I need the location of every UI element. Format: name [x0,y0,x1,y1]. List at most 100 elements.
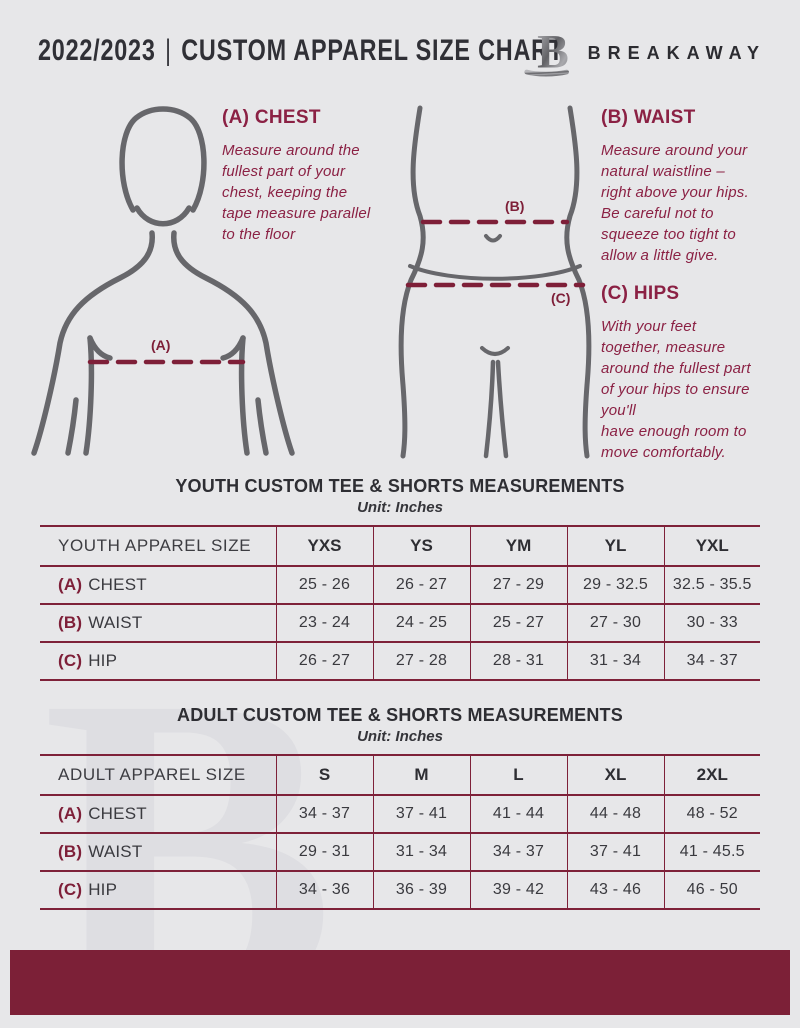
youth-size-section: YOUTH CUSTOM TEE & SHORTS MEASUREMENTS U… [40,476,760,681]
lower-body-silhouette [398,105,592,459]
left-armpit-fork [87,335,113,361]
row-label-text: WAIST [88,613,143,632]
youth-waist-yxs: 23 - 24 [275,604,373,642]
adult-table-unit: Unit: Inches [357,728,443,745]
chest-guide-body: Measure around the fullest part of your … [222,142,371,243]
brand-logo: B BREAKAWAY [521,24,766,82]
hips-guide-block: (C) HIPS With your feet together, measur… [601,283,791,463]
right-inner-leg [495,359,509,459]
adult-waist-m: 31 - 34 [372,833,470,871]
youth-chest-ym: 27 - 29 [469,566,567,604]
right-inner-arm [255,397,269,456]
adult-hip-row: (C) HIP 34 - 36 36 - 39 39 - 42 43 - 46 4… [40,871,760,909]
adult-hip-m: 36 - 39 [372,871,470,909]
row-label-text: WAIST [88,842,143,861]
row-key: (C) [58,880,83,899]
breakaway-b-logo-icon: B [523,26,569,78]
youth-chest-ys: 26 - 27 [372,566,470,604]
adult-chest-m: 37 - 41 [372,795,470,833]
adult-chest-label: (A) CHEST [40,795,276,833]
hips-guide-body: With your feet together, measure around … [601,318,751,461]
youth-size-column-header: YOUTH APPAREL SIZE [58,536,252,555]
left-inner-arm [65,397,79,456]
footer-accent-bar [10,950,790,1015]
youth-table-title: YOUTH CUSTOM TEE & SHORTS MEASUREMENTS [175,476,625,496]
adult-size-column-header: ADULT APPAREL SIZE [58,765,246,784]
youth-size-table: YOUTH APPAREL SIZE YXS YS YM YL YXL (A) C… [40,525,760,681]
crotch-line [480,346,510,356]
youth-chest-row: (A) CHEST 25 - 26 26 - 27 27 - 29 29 - 32… [40,566,760,604]
adult-hip-l: 39 - 42 [469,871,567,909]
youth-col-yxl: YXL [663,526,760,566]
left-inner-leg [483,359,496,459]
youth-hip-yl: 31 - 34 [566,642,664,680]
head-outline [119,106,207,213]
page-title-main: CUSTOM APPAREL SIZE CHART [181,34,564,67]
youth-waist-row: (B) WAIST 23 - 24 24 - 25 25 - 27 27 - 30… [40,604,760,642]
youth-col-yl: YL [566,526,664,566]
youth-waist-yxl: 30 - 33 [663,604,760,642]
adult-hip-2xl: 46 - 50 [663,871,760,909]
youth-waist-yl: 27 - 30 [566,604,664,642]
row-key: (B) [58,842,83,861]
adult-chest-2xl: 48 - 52 [663,795,760,833]
row-label-text: CHEST [88,804,147,823]
adult-hip-label: (C) HIP [40,871,276,909]
adult-col-l: L [469,755,567,795]
youth-hip-label: (C) HIP [40,642,276,680]
adult-waist-row: (B) WAIST 29 - 31 31 - 34 34 - 37 37 - 41… [40,833,760,871]
chest-marker-label: (A) [151,337,171,353]
youth-chest-yxl: 32.5 - 35.5 [663,566,760,604]
logo-base-swoosh [523,69,569,77]
row-key: (C) [58,651,83,670]
chest-guide-block: (A) CHEST Measure around the fullest par… [222,107,407,245]
row-key: (A) [58,575,83,594]
page-title: 2022/2023 | CUSTOM APPAREL SIZE CHART [38,34,564,68]
youth-waist-ym: 25 - 27 [469,604,567,642]
adult-table-title: ADULT CUSTOM TEE & SHORTS MEASUREMENTS [177,705,623,725]
youth-col-yxs: YXS [275,526,373,566]
chin-line [134,205,192,227]
youth-col-ym: YM [469,526,567,566]
youth-chest-label: (A) CHEST [40,566,276,604]
brand-name: BREAKAWAY [587,42,766,63]
right-armpit-fork [220,335,246,361]
youth-header-row: YOUTH APPAREL SIZE YXS YS YM YL YXL [40,526,760,566]
adult-col-2xl: 2XL [663,755,760,795]
right-side-line [238,335,250,456]
adult-chest-s: 34 - 37 [275,795,373,833]
upper-body-silhouette [31,106,295,456]
logo-letter: B [537,26,569,78]
page-title-year: 2022/2023 [38,34,156,67]
adult-hip-xl: 43 - 46 [566,871,664,909]
adult-size-section: ADULT CUSTOM TEE & SHORTS MEASUREMENTS U… [40,705,760,910]
row-key: (A) [58,804,83,823]
waist-guide-block: (B) WAIST Measure around your natural wa… [601,107,781,266]
row-label-text: HIP [88,651,118,670]
adult-col-s: S [275,755,373,795]
adult-chest-l: 41 - 44 [469,795,567,833]
youth-hip-ys: 27 - 28 [372,642,470,680]
chest-guide-heading: (A) CHEST [222,107,321,128]
adult-waist-l: 34 - 37 [469,833,567,871]
youth-waist-label: (B) WAIST [40,604,276,642]
left-torso-contour [398,105,426,459]
left-side-line [83,335,95,456]
adult-waist-s: 29 - 31 [275,833,373,871]
adult-hip-s: 34 - 36 [275,871,373,909]
hips-marker-label: (C) [551,290,571,306]
right-torso-contour [564,105,592,459]
adult-waist-2xl: 41 - 45.5 [663,833,760,871]
waist-marker-label: (B) [505,198,525,214]
hip-crease-line [408,264,582,281]
navel-mark [484,234,502,243]
adult-size-table: ADULT APPAREL SIZE S M L XL 2XL (A) CHEST… [40,754,760,910]
adult-header-row: ADULT APPAREL SIZE S M L XL 2XL [40,755,760,795]
youth-hip-yxs: 26 - 27 [275,642,373,680]
row-key: (B) [58,613,83,632]
youth-col-ys: YS [372,526,470,566]
adult-col-xl: XL [566,755,664,795]
adult-waist-xl: 37 - 41 [566,833,664,871]
youth-hip-yxl: 34 - 37 [663,642,760,680]
